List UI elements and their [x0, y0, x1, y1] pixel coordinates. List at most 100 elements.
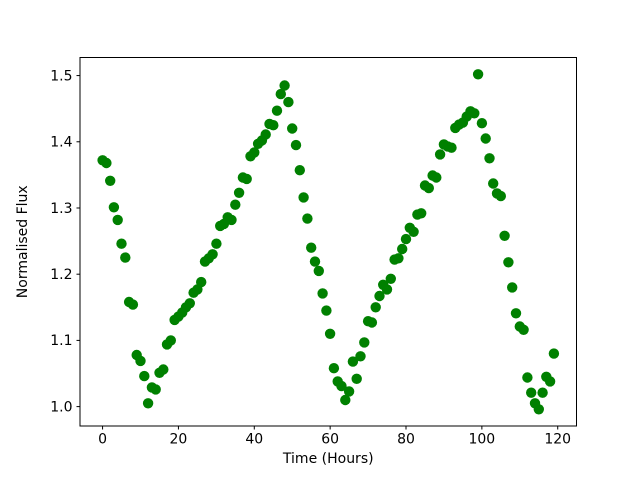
data-point — [233, 187, 245, 198]
data-point — [150, 384, 161, 395]
x-tick-label: 40 — [245, 432, 263, 448]
data-point — [343, 386, 355, 397]
data-point — [105, 175, 116, 186]
y-tick-label: 1.2 — [50, 267, 72, 283]
data-point — [283, 96, 294, 108]
data-point — [158, 364, 169, 375]
data-point — [544, 376, 556, 387]
data-point — [400, 233, 412, 245]
data-point — [537, 387, 548, 398]
data-point — [507, 282, 518, 293]
data-point — [374, 290, 385, 302]
data-point — [503, 257, 514, 268]
x-tick-label: 100 — [468, 432, 495, 448]
data-point — [275, 88, 286, 100]
x-tick-label: 120 — [544, 432, 571, 448]
data-point — [328, 363, 340, 374]
data-point — [488, 178, 499, 189]
data-point — [431, 172, 442, 183]
data-point — [241, 173, 252, 185]
data-point — [135, 355, 146, 367]
data-point — [302, 213, 313, 224]
data-points-group — [97, 69, 560, 415]
data-point — [271, 105, 283, 116]
data-point — [385, 273, 396, 284]
data-point — [184, 298, 195, 309]
data-point — [287, 123, 298, 134]
data-point — [423, 182, 434, 194]
data-point — [294, 165, 305, 176]
y-axis-ticks: 1.0 1.1 1.2 1.3 1.4 1.5 — [50, 68, 80, 415]
y-axis-label: Normalised Flux — [15, 185, 31, 298]
y-tick-label: 1.4 — [50, 135, 72, 151]
data-point — [313, 265, 324, 277]
data-point — [207, 249, 218, 260]
data-point — [359, 337, 370, 348]
x-tick-label: 80 — [397, 432, 415, 448]
data-point — [226, 214, 237, 226]
data-point — [309, 256, 321, 267]
data-point — [355, 351, 366, 362]
data-point — [469, 108, 480, 119]
data-point — [112, 214, 123, 226]
data-point — [408, 226, 419, 237]
data-point — [116, 238, 127, 249]
data-point — [499, 230, 510, 241]
data-point — [381, 284, 393, 295]
data-point — [370, 302, 381, 313]
data-point — [495, 190, 506, 202]
data-point — [321, 305, 332, 316]
data-point — [351, 373, 362, 384]
data-point — [260, 129, 271, 140]
data-point — [533, 404, 544, 415]
data-point — [268, 120, 279, 131]
data-point — [298, 192, 309, 203]
data-point — [120, 252, 131, 263]
data-point — [317, 288, 328, 299]
data-point — [522, 372, 533, 383]
plot-area-frame — [79, 57, 577, 427]
data-point — [366, 317, 378, 328]
x-tick-label: 0 — [98, 432, 107, 448]
data-point — [480, 133, 491, 144]
x-tick-label: 60 — [321, 432, 339, 448]
data-point — [526, 387, 537, 398]
data-point — [306, 242, 317, 253]
data-point — [476, 118, 488, 129]
data-point — [324, 328, 336, 339]
x-axis-ticks: 0 20 40 60 80 100 120 — [98, 426, 571, 448]
data-point — [211, 238, 222, 249]
x-axis-label: Time (Hours) — [282, 451, 374, 467]
data-point — [548, 348, 560, 359]
data-point — [142, 398, 154, 409]
data-point — [336, 380, 347, 392]
y-tick-label: 1.1 — [50, 333, 72, 349]
x-tick-label: 20 — [170, 432, 188, 448]
data-point — [196, 276, 207, 288]
y-tick-label: 1.3 — [50, 201, 72, 217]
data-point — [290, 139, 302, 151]
data-point — [472, 69, 484, 80]
data-point — [101, 157, 112, 169]
data-point — [416, 208, 427, 219]
data-point — [434, 149, 446, 160]
data-point — [249, 147, 260, 158]
data-point — [510, 308, 522, 319]
y-tick-label: 1.5 — [50, 68, 72, 84]
data-point — [397, 243, 408, 255]
data-point — [108, 202, 120, 213]
data-point — [484, 153, 495, 164]
data-point — [393, 253, 404, 264]
data-point — [340, 394, 351, 406]
data-point — [139, 370, 150, 382]
data-point — [165, 335, 176, 346]
data-point — [347, 356, 359, 367]
data-point — [518, 324, 529, 335]
data-point — [127, 299, 139, 310]
data-point — [230, 199, 241, 210]
y-tick-label: 1.0 — [50, 399, 72, 415]
data-point — [446, 142, 457, 153]
data-point — [279, 80, 290, 91]
